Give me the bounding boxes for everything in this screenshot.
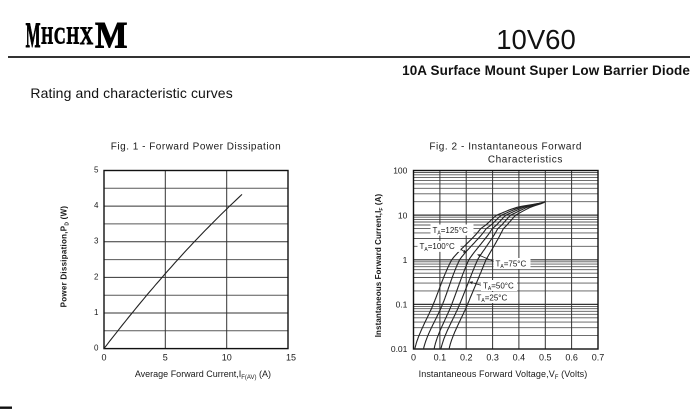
svg-text:Power Dissipation,PD (W): Power Dissipation,PD (W) <box>60 206 71 308</box>
svg-text:Average Forward Current,IF(AV): Average Forward Current,IF(AV) (A) <box>135 369 271 381</box>
svg-text:Fig. 2 - Instantaneous Forward: Fig. 2 - Instantaneous Forward <box>429 142 582 153</box>
svg-text:0.1: 0.1 <box>396 300 408 310</box>
svg-text:TA=50°C: TA=50°C <box>483 281 514 292</box>
svg-text:Instantaneous Forward Current,: Instantaneous Forward Current,IF (A) <box>374 193 385 337</box>
svg-text:0.5: 0.5 <box>539 353 552 363</box>
svg-text:0: 0 <box>101 353 106 363</box>
svg-text:TA=125°C: TA=125°C <box>433 226 468 237</box>
svg-text:5: 5 <box>163 353 168 363</box>
svg-text:M: M <box>95 16 128 57</box>
svg-text:3: 3 <box>94 237 99 246</box>
svg-text:2: 2 <box>94 272 99 281</box>
svg-text:0.7: 0.7 <box>592 353 605 363</box>
svg-text:10: 10 <box>398 210 408 220</box>
svg-text:0.6: 0.6 <box>565 353 578 363</box>
svg-text:H: H <box>41 23 53 49</box>
svg-text:Characteristics: Characteristics <box>488 155 563 166</box>
svg-text:0.2: 0.2 <box>460 353 473 363</box>
svg-text:0.01: 0.01 <box>391 344 408 354</box>
svg-text:H: H <box>67 22 80 49</box>
svg-text:Fig. 1 - Forward Power Dissipa: Fig. 1 - Forward Power Dissipation <box>111 142 281 153</box>
svg-text:0: 0 <box>94 344 99 353</box>
svg-text:0: 0 <box>411 353 416 363</box>
svg-text:C: C <box>54 24 66 50</box>
svg-text:4: 4 <box>94 201 99 210</box>
svg-text:0.1: 0.1 <box>434 353 447 363</box>
svg-text:5: 5 <box>94 165 99 174</box>
svg-text:0.4: 0.4 <box>513 353 526 363</box>
svg-text:TA=75°C: TA=75°C <box>496 259 527 270</box>
svg-text:X: X <box>80 23 93 50</box>
svg-text:100: 100 <box>393 166 407 176</box>
svg-text:10: 10 <box>222 353 232 363</box>
svg-text:M: M <box>26 15 41 55</box>
svg-text:TA=100°C: TA=100°C <box>420 242 455 253</box>
svg-text:1: 1 <box>403 255 408 265</box>
svg-text:Instantaneous Forward Voltage,: Instantaneous Forward Voltage,VF (Volts) <box>419 369 588 381</box>
svg-text:15: 15 <box>286 353 296 363</box>
svg-text:1: 1 <box>94 308 99 317</box>
svg-text:TA=25°C: TA=25°C <box>477 293 508 304</box>
svg-text:0.3: 0.3 <box>486 353 499 363</box>
